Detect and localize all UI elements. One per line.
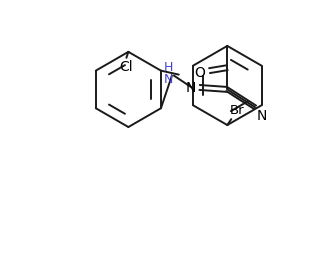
Text: N: N	[185, 81, 196, 95]
Text: Br: Br	[229, 104, 244, 117]
Text: H
N: H N	[163, 61, 173, 86]
Text: Cl: Cl	[120, 60, 133, 74]
Text: O: O	[195, 66, 206, 80]
Text: N: N	[257, 109, 267, 123]
